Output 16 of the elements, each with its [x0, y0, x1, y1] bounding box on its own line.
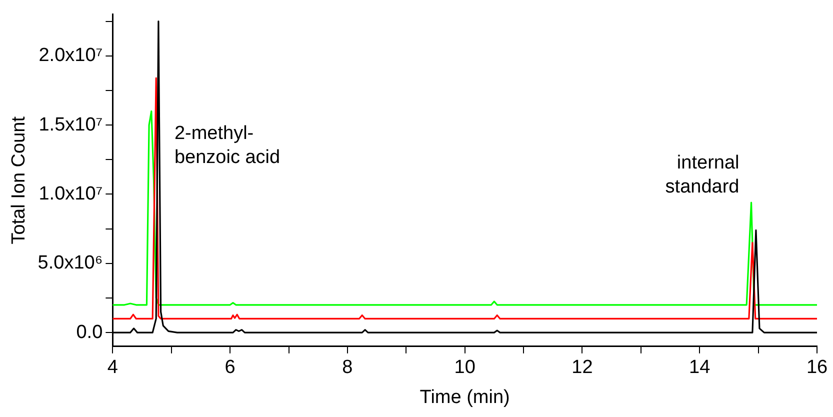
- x-tick-label: 14: [689, 357, 711, 378]
- x-tick-label: 6: [224, 357, 236, 378]
- x-axis-title: Time (min): [420, 386, 510, 408]
- x-tick-label: 16: [806, 357, 828, 378]
- y-tick-label: 5.0x10⁶: [38, 252, 103, 274]
- y-tick-label: 1.5x10⁷: [38, 114, 103, 136]
- y-axis-title: Total Ion Count: [8, 116, 30, 244]
- annotation: internal standard: [665, 152, 740, 198]
- x-tick-label: 8: [342, 357, 353, 378]
- x-tick-label: 10: [454, 357, 476, 378]
- y-tick-label: 1.0x10⁷: [38, 183, 103, 204]
- x-tick-label: 12: [572, 357, 593, 378]
- x-tick-label: 4: [107, 357, 118, 378]
- y-tick-label: 2.0x10⁷: [38, 45, 103, 66]
- y-tick-label: 0.0: [76, 322, 103, 343]
- annotation: 2-methyl- benzoic acid: [174, 122, 280, 168]
